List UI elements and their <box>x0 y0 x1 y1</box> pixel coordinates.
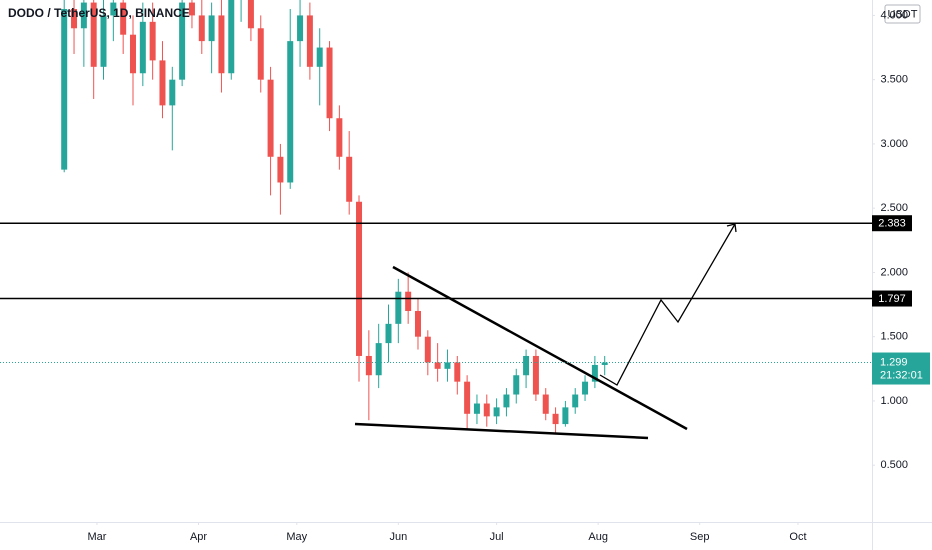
drawings <box>354 223 737 440</box>
currency[interactable]: USDT <box>888 8 918 20</box>
y-tick-label: 1.000 <box>880 395 908 407</box>
candle-body <box>336 118 343 157</box>
candle-body <box>444 362 451 369</box>
last-price-box <box>872 352 930 385</box>
x-tick-label: Sep <box>690 531 710 543</box>
candle-body <box>493 407 500 417</box>
candle-body <box>365 355 372 376</box>
candle-body <box>601 362 608 365</box>
y-tick-label: 3.000 <box>880 138 908 150</box>
candle-body <box>424 336 431 363</box>
y-tick-label: 2.500 <box>880 202 908 214</box>
candle-body <box>572 394 579 408</box>
candle-body <box>218 15 225 74</box>
candle-body <box>513 375 520 395</box>
candle-body <box>562 407 569 425</box>
candle-body <box>454 362 461 382</box>
candle-body <box>532 355 539 395</box>
candle-body <box>395 291 402 324</box>
y-tick-label: 2.000 <box>880 266 908 278</box>
candle-body <box>503 394 510 408</box>
candle-body <box>100 15 107 67</box>
chart-title: DODO / TetherUS, 1D, BINANCE <box>8 6 190 20</box>
candle-body <box>287 41 294 183</box>
candle-body <box>228 0 235 74</box>
arrow-head <box>726 223 737 233</box>
level-label-box <box>872 215 912 232</box>
candle-body <box>139 21 146 74</box>
candle-body <box>208 15 215 42</box>
level-label: 1.797 <box>878 293 906 305</box>
x-tick-label: Apr <box>190 531 207 543</box>
candle-body <box>90 2 97 67</box>
candle-body <box>277 156 284 183</box>
candle-body <box>297 15 304 42</box>
candle-body <box>247 0 254 29</box>
x-tick-label: Mar <box>87 531 106 543</box>
candle-body <box>149 21 156 61</box>
x-tick-label: Aug <box>588 531 608 543</box>
y-tick-label: 0.500 <box>880 459 908 471</box>
y-tick-label: 1.500 <box>880 331 908 343</box>
candle-body <box>414 310 421 337</box>
last-price-label: 1.299 <box>880 356 908 368</box>
candle-body <box>542 394 549 414</box>
level-label: 2.383 <box>878 218 906 230</box>
candle-body <box>483 403 490 417</box>
candle-body <box>159 60 166 106</box>
x-tick-label: May <box>286 531 307 543</box>
trendline <box>354 422 649 440</box>
candle-body <box>188 2 195 16</box>
candle-body <box>582 381 589 395</box>
candle-body <box>464 381 471 414</box>
candle-body <box>129 34 136 74</box>
candle-body <box>179 2 186 80</box>
candle-body <box>375 343 382 376</box>
x-tick-label: Oct <box>789 531 806 543</box>
x-tick-label: Jun <box>389 531 407 543</box>
candle-body <box>120 2 127 35</box>
candle-body <box>110 2 117 16</box>
countdown: 21:32:01 <box>880 369 923 381</box>
candle-body <box>552 413 559 425</box>
candle-body <box>198 15 205 42</box>
candle-body <box>326 47 333 119</box>
y-tick-label: 4.000 <box>880 9 908 21</box>
currency-box[interactable] <box>884 4 921 24</box>
candle-body <box>267 79 274 157</box>
candle-body <box>405 291 412 311</box>
candle-body <box>346 156 353 202</box>
trendline <box>392 265 688 431</box>
projection-path <box>599 223 736 386</box>
candle-body <box>316 47 323 67</box>
candle-body <box>385 323 392 344</box>
candle-body <box>169 79 176 106</box>
x-tick-label: Jul <box>490 531 504 543</box>
candle-body <box>306 15 313 67</box>
candle-body <box>473 403 480 414</box>
candle-body <box>356 201 363 356</box>
level-label-box <box>872 290 912 307</box>
candle-body <box>591 364 598 382</box>
candle-body <box>523 355 530 376</box>
candle-body <box>61 8 68 170</box>
candle-body <box>434 362 441 369</box>
candle-body <box>257 28 264 80</box>
candle-body <box>80 2 87 29</box>
candle-body <box>71 8 78 29</box>
y-tick-label: 3.500 <box>880 74 908 86</box>
